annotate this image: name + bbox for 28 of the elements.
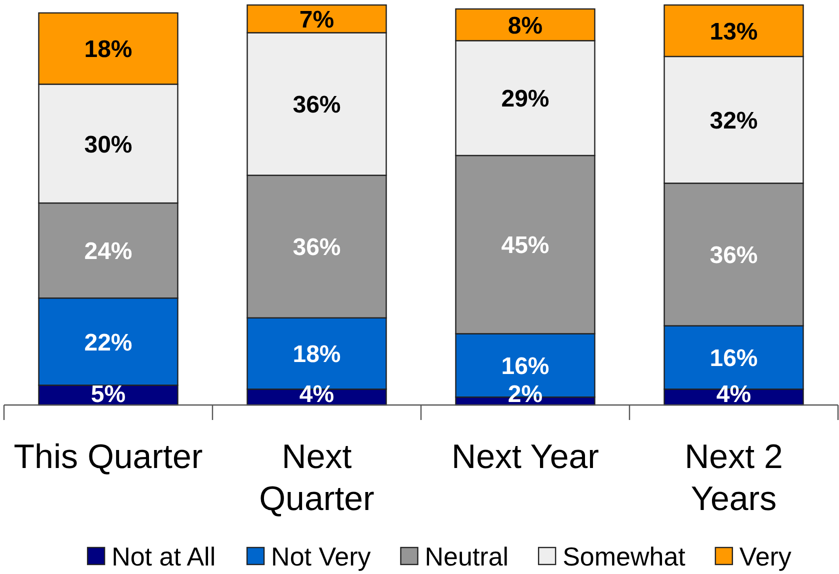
x-tick-label: Next 2 Years <box>684 438 783 518</box>
x-tick-label: Next Quarter <box>259 438 374 518</box>
data-label: 5% <box>90 381 126 408</box>
data-label: 18% <box>84 36 132 64</box>
x-tick-label: This Quarter <box>14 438 203 476</box>
data-label: 22% <box>84 329 132 356</box>
data-label: 45% <box>501 232 550 260</box>
x-tick-label: Next Year <box>452 438 599 476</box>
data-label: 13% <box>710 18 758 46</box>
data-label: 8% <box>508 12 543 40</box>
data-label: 24% <box>84 238 132 266</box>
data-label: 18% <box>292 341 341 368</box>
data-label: 29% <box>501 86 550 113</box>
data-label: 4% <box>299 381 334 408</box>
data-label: 36% <box>710 242 758 270</box>
data-label: 16% <box>710 345 758 372</box>
legend-label: Not at All <box>112 541 216 572</box>
data-label: 36% <box>292 234 341 262</box>
data-label: 4% <box>716 381 752 408</box>
data-label: 30% <box>84 131 132 158</box>
legend-label: Not Very <box>271 541 371 572</box>
data-label: 36% <box>292 92 341 119</box>
data-label: 16% <box>501 353 550 380</box>
data-label: 32% <box>710 107 758 134</box>
legend-label: Very <box>739 541 792 572</box>
data-label: 7% <box>299 6 334 34</box>
legend-label: Somewhat <box>562 541 686 572</box>
legend-label: Neutral <box>424 541 509 572</box>
